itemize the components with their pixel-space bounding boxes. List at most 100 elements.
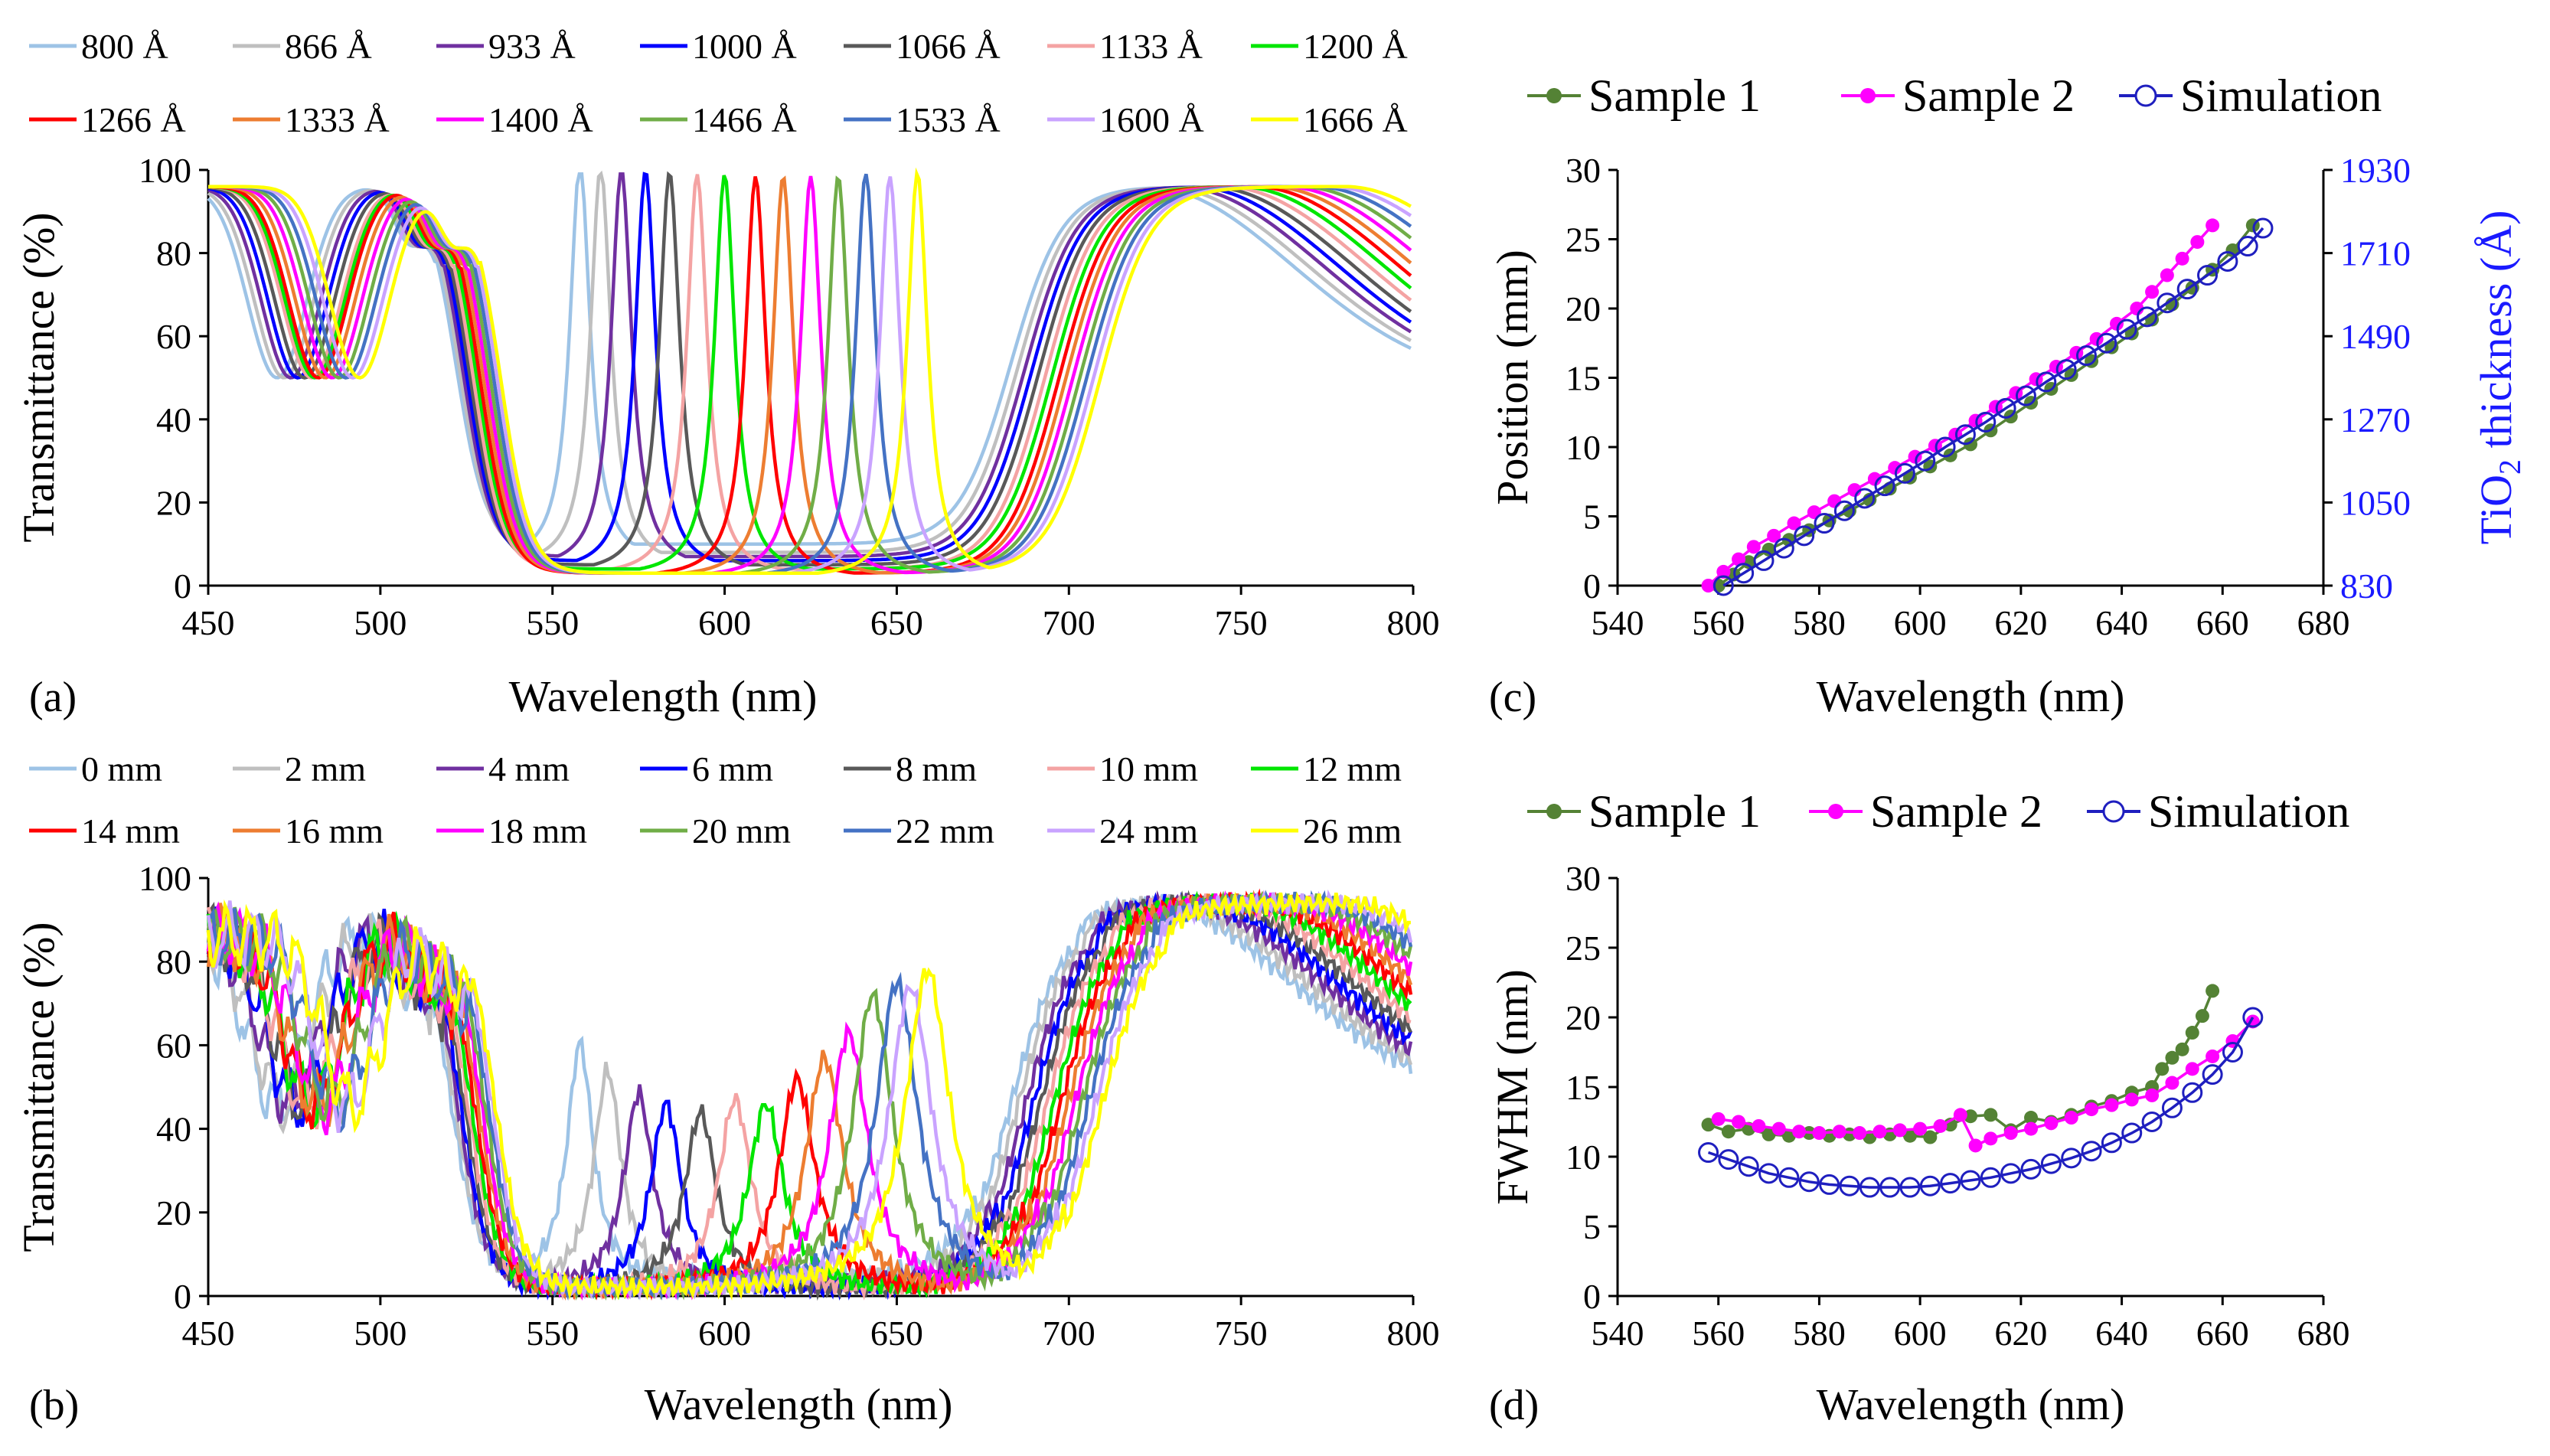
data-point bbox=[2165, 1050, 2179, 1065]
data-point bbox=[2055, 359, 2077, 380]
data-point bbox=[1732, 1115, 1746, 1129]
data-point bbox=[1798, 1171, 1820, 1193]
legend-item: 24 mm bbox=[1047, 811, 1198, 850]
data-point bbox=[2165, 1076, 2179, 1090]
data-point bbox=[2175, 251, 2189, 266]
y-tick-label: 80 bbox=[156, 234, 191, 273]
data-point bbox=[1732, 552, 1746, 566]
legend-item: 4 mm bbox=[436, 749, 570, 788]
x-axis-title: Wavelength (nm) bbox=[1817, 1379, 2125, 1429]
legend-item: 14 mm bbox=[29, 811, 180, 850]
x-tick-label: 650 bbox=[870, 1314, 923, 1353]
data-point bbox=[2003, 1126, 2018, 1141]
x-tick-label: 580 bbox=[1793, 1314, 1846, 1353]
data-point bbox=[2145, 1088, 2160, 1102]
data-point bbox=[1752, 1118, 1766, 1133]
panel-b: 450 500 550 600 650 700 750 800 0 20 40 60 80 100 Wave… bbox=[14, 749, 1440, 1429]
data-point bbox=[2206, 984, 2220, 998]
x-tick-label: 600 bbox=[698, 603, 751, 642]
data-point bbox=[2161, 1097, 2183, 1118]
data-point bbox=[1968, 1138, 1983, 1153]
y-tick-label: 15 bbox=[1566, 359, 1601, 398]
y2-tick-label: 1710 bbox=[2340, 234, 2411, 273]
data-point bbox=[1954, 424, 1976, 446]
data-point bbox=[1933, 1118, 1948, 1133]
data-point bbox=[1867, 472, 1882, 486]
data-point bbox=[1746, 540, 1761, 554]
data-point bbox=[1995, 397, 2016, 419]
data-point bbox=[2252, 217, 2274, 239]
y-tick-label: 20 bbox=[156, 483, 191, 522]
legend-label: 1533 Å bbox=[896, 100, 1001, 139]
legend-label: Sample 1 bbox=[1588, 70, 1761, 121]
legend-label: 1000 Å bbox=[692, 27, 797, 66]
x-tick-label: 700 bbox=[1043, 603, 1095, 642]
data-point bbox=[2197, 265, 2219, 286]
data-point bbox=[2237, 236, 2258, 257]
y2-title-rest: thickness (Å) bbox=[2471, 211, 2521, 459]
legend-label: 14 mm bbox=[81, 811, 180, 850]
data-point bbox=[1853, 1126, 1867, 1141]
x-tick-label: 540 bbox=[1592, 603, 1644, 642]
legend-label: 8 mm bbox=[896, 749, 977, 788]
y-tick-label: 100 bbox=[139, 859, 191, 898]
x-tick-label: 620 bbox=[1994, 603, 2047, 642]
data-point bbox=[2101, 1132, 2122, 1154]
series-line-2 bbox=[207, 170, 1412, 554]
y-tick-label: 5 bbox=[1583, 498, 1601, 537]
series-line-sample-2 bbox=[1707, 224, 2214, 587]
y-tick-label: 5 bbox=[1583, 1207, 1601, 1246]
x-tick-label: 800 bbox=[1387, 1314, 1440, 1353]
legend-marker bbox=[1546, 804, 1562, 819]
data-point bbox=[2155, 1062, 2170, 1076]
panel-label: (c) bbox=[1489, 674, 1536, 721]
data-point bbox=[1698, 1142, 1719, 1164]
panel-a: 450 500 550 600 650 700 750 800 0 20 40 60 80 100 Wave… bbox=[14, 27, 1440, 721]
x-tick-label: 640 bbox=[2095, 1314, 2148, 1353]
data-point bbox=[1701, 579, 1716, 593]
legend-item: 6 mm bbox=[640, 749, 773, 788]
data-point bbox=[1771, 1121, 1786, 1136]
legend-item: Sample 2 bbox=[1809, 786, 2042, 837]
legend-item: 933 Å bbox=[436, 27, 576, 66]
data-point bbox=[2061, 1147, 2082, 1169]
x-tick-label: 750 bbox=[1215, 1314, 1268, 1353]
x-tick-label: 620 bbox=[1994, 1314, 2047, 1353]
y2-title-sub: 2 bbox=[2493, 459, 2527, 475]
series-line-11 bbox=[208, 175, 1412, 575]
data-point bbox=[1935, 436, 1956, 458]
legend-item: 0 mm bbox=[29, 749, 162, 788]
data-point bbox=[2015, 385, 2036, 406]
legend-item: 10 mm bbox=[1047, 749, 1198, 788]
y-tick-label: 20 bbox=[1566, 998, 1601, 1037]
legend-marker bbox=[1860, 88, 1876, 103]
x-tick-label: 450 bbox=[182, 1314, 235, 1353]
data-point bbox=[1902, 1128, 1917, 1143]
data-point bbox=[2190, 235, 2205, 250]
y-tick-label: 0 bbox=[1583, 566, 1601, 606]
series-line-simulation bbox=[1707, 1017, 2255, 1189]
legend-item: 1333 Å bbox=[233, 100, 390, 139]
data-point bbox=[2175, 1042, 2189, 1056]
legend-label: 6 mm bbox=[692, 749, 773, 788]
x-tick-label: 540 bbox=[1592, 1314, 1644, 1353]
data-point bbox=[2160, 268, 2174, 282]
data-point bbox=[1874, 475, 1895, 497]
data-point bbox=[2044, 1116, 2059, 1131]
data-point bbox=[2141, 1112, 2163, 1132]
y-tick-label: 60 bbox=[156, 317, 191, 356]
data-point bbox=[2217, 250, 2238, 272]
data-point bbox=[2121, 1122, 2143, 1144]
y-tick-label: 40 bbox=[156, 400, 191, 439]
legend-label: 4 mm bbox=[488, 749, 570, 788]
legend-label: 18 mm bbox=[488, 811, 587, 850]
legend-label: 0 mm bbox=[81, 749, 162, 788]
data-point bbox=[1839, 1175, 1860, 1196]
legend-item: Simulation bbox=[2119, 70, 2382, 121]
data-point bbox=[1819, 1174, 1840, 1195]
legend-label: 866 Å bbox=[285, 27, 372, 66]
legend-item: Sample 1 bbox=[1527, 786, 1761, 837]
legend-item: 800 Å bbox=[29, 27, 168, 66]
y2-tick-label: 1490 bbox=[2340, 317, 2411, 356]
data-point bbox=[1794, 525, 1815, 547]
